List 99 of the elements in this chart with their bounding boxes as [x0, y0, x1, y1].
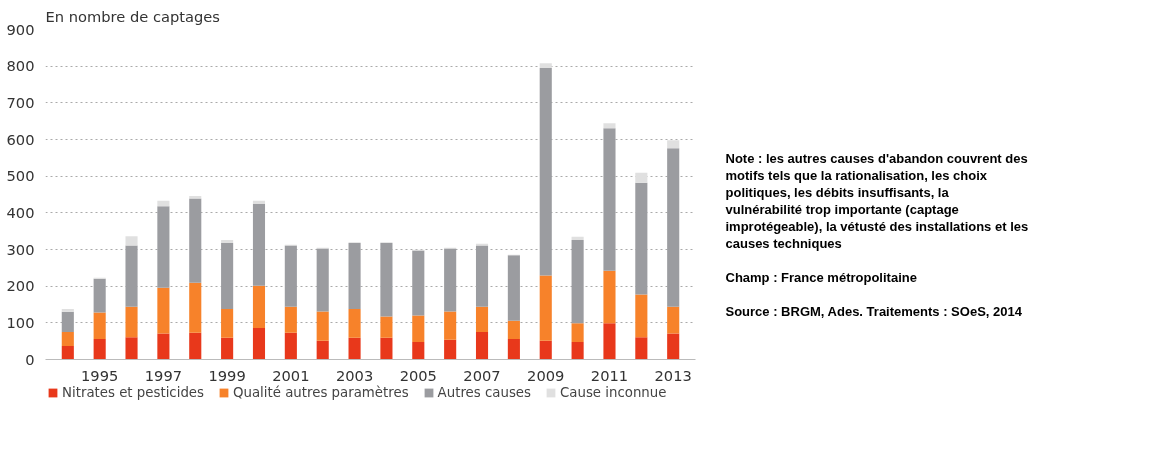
bar [475, 245, 489, 307]
bar [61, 332, 74, 346]
bar [221, 337, 234, 360]
bar [635, 172, 648, 183]
bar [125, 306, 138, 338]
bar [125, 236, 138, 246]
bar [252, 204, 266, 286]
bar [61, 308, 74, 312]
bar [221, 239, 234, 243]
bar [189, 195, 202, 199]
legend-label: Cause inconnue [559, 385, 667, 400]
bar [221, 308, 234, 338]
chart-title: En nombre de captages [45, 7, 220, 25]
y-tick-label: 400 [6, 203, 35, 221]
bar [444, 339, 457, 360]
x-tick-label: 2009 [527, 366, 565, 384]
bar [157, 206, 170, 288]
bar [221, 242, 234, 309]
x-tick-label: 2007 [463, 366, 501, 384]
bar [635, 294, 648, 338]
x-tick-label: 2001 [272, 366, 310, 384]
x-tick-label: 2005 [399, 366, 437, 384]
bar [380, 242, 393, 317]
x-tick-label: 1997 [144, 366, 183, 384]
bar [348, 242, 361, 309]
bar [475, 306, 489, 332]
bar [125, 245, 138, 307]
bar [284, 306, 297, 333]
bar [316, 248, 329, 312]
bar [667, 140, 680, 149]
bar [539, 275, 552, 341]
text: Champ : France métropolitaine [725, 269, 917, 285]
bar [348, 337, 361, 360]
y-tick-label: 300 [6, 240, 35, 258]
y-tick-label: 200 [6, 277, 35, 295]
bar [667, 333, 680, 360]
bar [157, 200, 170, 207]
y-tick-label: 700 [6, 93, 35, 111]
bar [539, 68, 552, 276]
bar [635, 182, 648, 295]
bar [667, 148, 680, 307]
y-tick-label: 100 [6, 313, 35, 331]
bar [252, 285, 266, 328]
bar [507, 338, 520, 360]
bar [635, 337, 648, 360]
bar [284, 245, 297, 307]
bar [571, 323, 584, 342]
bar [603, 270, 616, 324]
y-tick-label: 0 [25, 350, 35, 368]
x-tick-label: 2013 [654, 366, 692, 384]
bar [93, 338, 106, 360]
bar [252, 327, 266, 360]
x-tick-label: 2003 [335, 366, 374, 384]
bar [667, 306, 680, 334]
x-tick-label: 1999 [208, 366, 246, 384]
bar [412, 341, 425, 360]
bar [125, 337, 138, 360]
bar [603, 323, 616, 360]
bar [61, 345, 74, 360]
legend-label: Qualité autres paramètres [232, 385, 409, 400]
bar [157, 287, 170, 334]
bar [571, 341, 584, 360]
bar [444, 248, 457, 312]
bar [61, 311, 74, 332]
bar [539, 63, 552, 68]
bar [252, 200, 266, 205]
bar [157, 333, 170, 360]
x-tick-label: 1995 [81, 366, 119, 384]
bar [316, 311, 329, 341]
y-tick-label: 900 [6, 20, 35, 38]
bar [93, 312, 106, 339]
bar [189, 332, 202, 360]
bar [93, 278, 106, 313]
bar [571, 239, 584, 324]
bar [444, 311, 457, 340]
bar [507, 255, 520, 321]
source-note: Source : BRGM, Ades. Traitements : SOeS, 2014 [725, 303, 1023, 319]
bar [380, 337, 393, 360]
bar [412, 250, 425, 316]
bar [284, 332, 297, 360]
bar [539, 340, 552, 360]
x-tick-label: 2011 [590, 366, 629, 384]
bar [603, 128, 616, 271]
bar [348, 308, 361, 338]
y-tick-label: 800 [6, 57, 35, 75]
bar [316, 340, 329, 360]
bar [189, 198, 202, 283]
bar [189, 282, 202, 333]
bar [507, 320, 520, 339]
bar [571, 236, 584, 240]
bar [380, 316, 393, 338]
text: Note : les autres causes d'abandon couvrent des motifs tels que la rationalisation, les choix politiques, les débits insuffisants, la vulnérabilité trop importante (captage improtégeable), la vétusté des installations et les causes techniques [725, 150, 1029, 251]
legend-label: Autres causes [437, 385, 531, 400]
bar [475, 332, 489, 360]
y-tick-label: 500 [6, 167, 35, 185]
bar [603, 123, 616, 129]
legend-label: Nitrates et pesticides [62, 385, 204, 400]
bar [412, 315, 425, 342]
y-tick-label: 600 [6, 130, 35, 148]
